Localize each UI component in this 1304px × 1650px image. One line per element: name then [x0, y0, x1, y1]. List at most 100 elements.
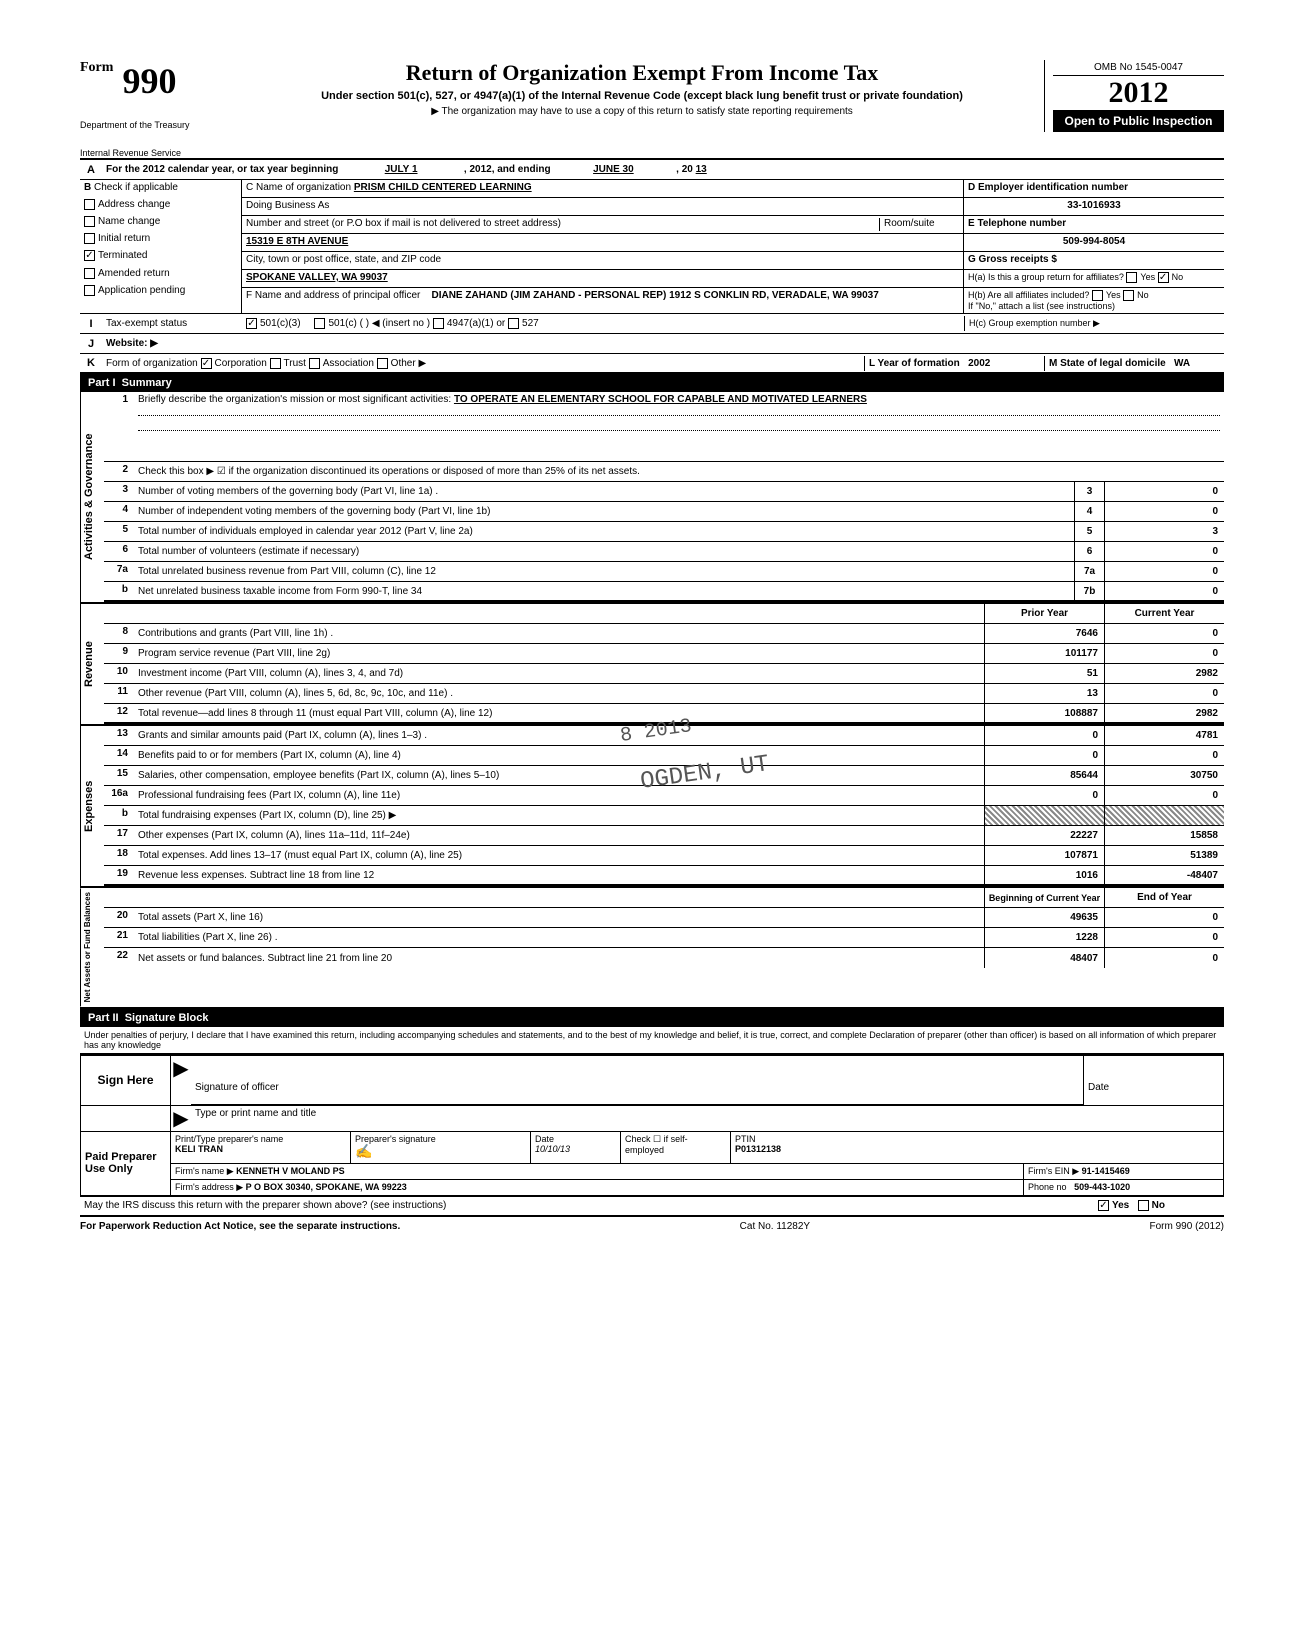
- vert-net-assets: Net Assets or Fund Balances: [80, 888, 104, 1006]
- mission: TO OPERATE AN ELEMENTARY SCHOOL FOR CAPA…: [454, 394, 867, 405]
- firm-ein: 91-1415469: [1082, 1166, 1130, 1176]
- checkbox-501c[interactable]: [314, 318, 325, 329]
- val-20c: 0: [1104, 908, 1224, 927]
- val-14c: 0: [1104, 746, 1224, 765]
- checkbox-hb-no[interactable]: [1123, 290, 1134, 301]
- checkbox-4947[interactable]: [433, 318, 444, 329]
- paperwork-notice: For Paperwork Reduction Act Notice, see …: [80, 1221, 400, 1232]
- checkbox-discuss-yes[interactable]: [1098, 1200, 1109, 1211]
- val-4: 0: [1104, 502, 1224, 521]
- year-formation: 2002: [968, 358, 990, 369]
- checkbox-discuss-no[interactable]: [1138, 1200, 1149, 1211]
- subtitle: Under section 501(c), 527, or 4947(a)(1)…: [250, 90, 1034, 102]
- ha-yes: Yes: [1140, 272, 1155, 282]
- main-title: Return of Organization Exempt From Incom…: [250, 60, 1034, 86]
- label-a: A: [80, 164, 102, 176]
- checkbox-hb-yes[interactable]: [1092, 290, 1103, 301]
- checkbox-name-change[interactable]: [84, 216, 95, 227]
- line-a-mid: , 2012, and ending: [464, 164, 551, 175]
- line20-text: Total assets (Part X, line 16): [134, 908, 984, 927]
- check-if-applicable: Check if applicable: [94, 182, 178, 193]
- firm-address: P O BOX 30340, SPOKANE, WA 99223: [246, 1182, 407, 1192]
- prep-name-label: Print/Type preparer's name: [175, 1134, 346, 1144]
- line7b-text: Net unrelated business taxable income fr…: [134, 582, 1074, 600]
- hb-note: If "No," attach a list (see instructions…: [968, 301, 1115, 311]
- line18-text: Total expenses. Add lines 13–17 (must eq…: [134, 846, 984, 865]
- label-j: J: [80, 338, 102, 350]
- line6-text: Total number of volunteers (estimate if …: [134, 542, 1074, 561]
- dept-treasury: Department of the Treasury: [80, 120, 232, 130]
- line16a-text: Professional fundraising fees (Part IX, …: [134, 786, 984, 805]
- city-label: City, town or post office, state, and ZI…: [242, 252, 963, 270]
- checkbox-assoc[interactable]: [309, 358, 320, 369]
- discuss-yes: Yes: [1112, 1200, 1129, 1211]
- hc-label: H(c) Group exemption number ▶: [964, 316, 1224, 331]
- val-16ac: 0: [1104, 786, 1224, 805]
- opt-initial: Initial return: [98, 233, 150, 244]
- checkbox-address-change[interactable]: [84, 199, 95, 210]
- checkbox-terminated[interactable]: [84, 250, 95, 261]
- line22-text: Net assets or fund balances. Subtract li…: [134, 948, 984, 968]
- perjury-statement: Under penalties of perjury, I declare th…: [80, 1027, 1224, 1054]
- opt-app: Application pending: [98, 285, 185, 296]
- val-13c: 4781: [1104, 726, 1224, 745]
- preparer-name: KELI TRAN: [175, 1144, 346, 1154]
- dept-irs: Internal Revenue Service: [80, 148, 232, 158]
- current-year-hdr: Current Year: [1104, 604, 1224, 623]
- val-10p: 51: [984, 664, 1104, 683]
- line4-text: Number of independent voting members of …: [134, 502, 1074, 521]
- val-8p: 7646: [984, 624, 1104, 643]
- discuss-text: May the IRS discuss this return with the…: [80, 1198, 1094, 1213]
- column-c: C Name of organization PRISM CHILD CENTE…: [242, 180, 964, 313]
- line21-text: Total liabilities (Part X, line 26) .: [134, 928, 984, 947]
- line-j: J Website: ▶: [80, 334, 1224, 354]
- val-11p: 13: [984, 684, 1104, 703]
- opt-amend: Amended return: [98, 268, 170, 279]
- part2-header: Part II Signature Block: [80, 1009, 1224, 1027]
- d-label: D Employer identification number: [968, 182, 1128, 193]
- line-a: A For the 2012 calendar year, or tax yea…: [80, 160, 1224, 180]
- insert-no: ) ◀ (insert no ): [366, 318, 430, 329]
- checkbox-ha-yes[interactable]: [1126, 272, 1137, 283]
- checkbox-other[interactable]: [377, 358, 388, 369]
- form-number: 990: [122, 61, 176, 101]
- line12-text: Total revenue—add lines 8 through 11 (mu…: [134, 704, 984, 722]
- part1-body: Activities & Governance 1 Briefly descri…: [80, 392, 1224, 604]
- sign-here-label: Sign Here: [81, 1056, 171, 1105]
- line-a-pre: For the 2012 calendar year, or tax year …: [106, 164, 338, 175]
- preparer-date: 10/10/13: [535, 1144, 616, 1154]
- val-18p: 107871: [984, 846, 1104, 865]
- room-label: Room/suite: [879, 218, 959, 231]
- prep-date-label: Date: [535, 1134, 616, 1144]
- 527: 527: [522, 318, 539, 329]
- checkbox-amended[interactable]: [84, 268, 95, 279]
- arrow-icon: ▶: [171, 1056, 191, 1105]
- line5-text: Total number of individuals employed in …: [134, 522, 1074, 541]
- val-11c: 0: [1104, 684, 1224, 703]
- reporting-note: ▶ The organization may have to use a cop…: [250, 106, 1034, 117]
- checkbox-527[interactable]: [508, 318, 519, 329]
- part1-label: Part I: [88, 377, 116, 389]
- val-19p: 1016: [984, 866, 1104, 884]
- line-k: K Form of organization Corporation Trust…: [80, 354, 1224, 374]
- trust: Trust: [284, 358, 306, 369]
- val-21p: 1228: [984, 928, 1104, 947]
- checkbox-trust[interactable]: [270, 358, 281, 369]
- checkbox-corp[interactable]: [201, 358, 212, 369]
- val-22c: 0: [1104, 948, 1224, 968]
- checkbox-app-pending[interactable]: [84, 285, 95, 296]
- checkbox-501c3[interactable]: [246, 318, 257, 329]
- checkbox-initial-return[interactable]: [84, 233, 95, 244]
- street-address: 15319 E 8TH AVENUE: [242, 234, 963, 252]
- 4947a1: 4947(a)(1) or: [447, 318, 505, 329]
- line1-text: Briefly describe the organization's miss…: [138, 394, 451, 405]
- arrow-icon-2: ▶: [171, 1106, 191, 1131]
- val-15c: 30750: [1104, 766, 1224, 785]
- line-i: I Tax-exempt status 501(c)(3) 501(c) ( )…: [80, 314, 1224, 334]
- ptin: P01312138: [735, 1144, 1219, 1154]
- f-label: F Name and address of principal officer: [246, 290, 420, 301]
- checkbox-ha-no[interactable]: [1158, 272, 1169, 283]
- hb-no: No: [1137, 290, 1149, 300]
- line13-text: Grants and similar amounts paid (Part IX…: [134, 726, 984, 745]
- line17-text: Other expenses (Part IX, column (A), lin…: [134, 826, 984, 845]
